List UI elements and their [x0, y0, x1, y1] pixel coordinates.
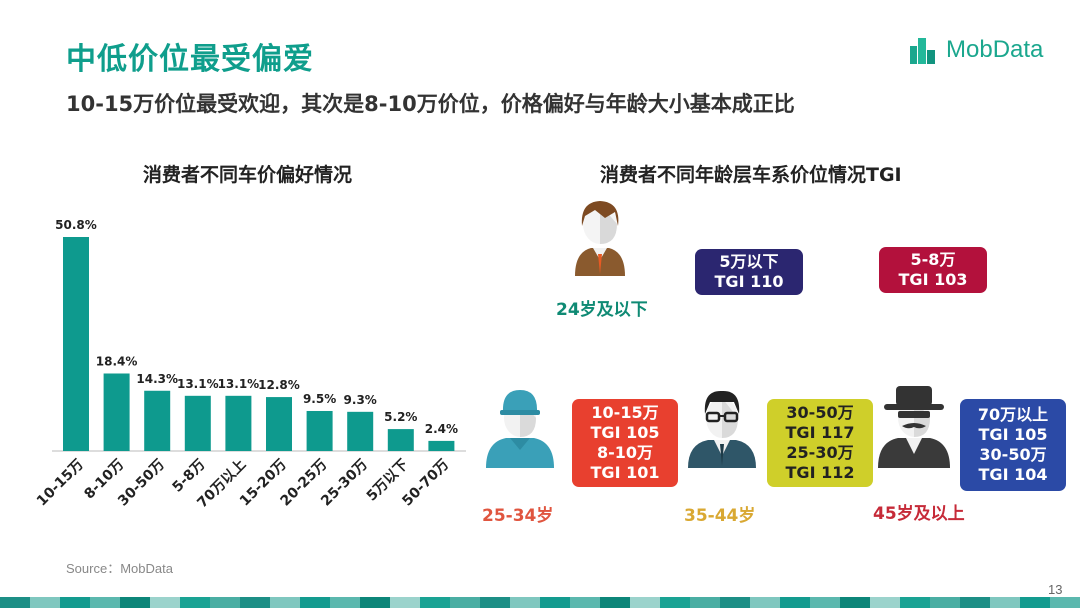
bar-value-label: 18.4%: [96, 354, 138, 368]
footer-bar-segment: [600, 597, 630, 608]
footer-bar-segment: [1020, 597, 1050, 608]
footer-bar-segment: [780, 597, 810, 608]
footer-bar-segment: [180, 597, 210, 608]
footer-bar-segment: [30, 597, 60, 608]
footer-bar-segment: [420, 597, 450, 608]
tgi-box-line: TGI 103: [898, 270, 968, 289]
footer-bar-segment: [90, 597, 120, 608]
bar-5-8万: [184, 395, 211, 451]
footer-bar-segment: [120, 597, 150, 608]
footer-bar-segment: [990, 597, 1020, 608]
x-tick-label: 10-15万: [34, 457, 87, 510]
page-title: 中低价位最受偏爱: [66, 42, 314, 77]
tgi-box-line: 70万以上: [977, 405, 1049, 424]
footer-bar-segment: [660, 597, 690, 608]
bar-70万以上: [225, 395, 252, 451]
footer-bar-segment: [390, 597, 420, 608]
bar-15-20万: [266, 397, 292, 451]
tgi-box-line: TGI 117: [785, 423, 855, 442]
tgi-box-line: 25-30万: [786, 443, 854, 462]
footer-bar-segment: [300, 597, 330, 608]
footer-bar-segment: [900, 597, 930, 608]
footer-bar-segment: [60, 597, 90, 608]
tgi-box-45-above: 70万以上 TGI 105 30-50万 TGI 104: [960, 399, 1066, 491]
tgi-box-line: TGI 105: [590, 423, 660, 442]
age-label-25-34: 25-34岁: [482, 506, 554, 526]
footer-bar-segment: [150, 597, 180, 608]
young-person-avatar-icon: [575, 201, 625, 276]
age-label-24-and-under: 24岁及以下: [556, 300, 648, 320]
age-label-45-and-above: 45岁及以上: [873, 504, 965, 524]
tgi-box-24-under-5wan: 5万以下 TGI 110: [695, 249, 803, 295]
footer-bar-segment: [570, 597, 600, 608]
cap-wearing-person-avatar-icon: [486, 390, 554, 468]
bar-chart-title: 消费者不同车价偏好情况: [143, 164, 353, 186]
page-subtitle: 10-15万价位最受欢迎，其次是8-10万价位，价格偏好与年龄大小基本成正比: [66, 92, 795, 116]
footer-bar-segment: [720, 597, 750, 608]
tgi-box-line: 10-15万: [591, 403, 659, 422]
footer-bar-segment: [330, 597, 360, 608]
tgi-box-line: 30-50万: [979, 445, 1047, 464]
footer-bar-segment: [630, 597, 660, 608]
x-tick-label: 5-8万: [170, 457, 209, 496]
footer-decorative-bar: [0, 597, 1080, 608]
bar-20-25万: [306, 410, 333, 451]
tgi-box-line: TGI 101: [590, 463, 660, 482]
tgi-box-line: TGI 112: [785, 463, 855, 482]
footer-bar-segment: [810, 597, 840, 608]
bar-value-label: 9.3%: [344, 393, 377, 407]
bar-value-label: 14.3%: [136, 372, 178, 386]
source-note: Source：MobData: [66, 561, 173, 576]
bar-value-label: 9.5%: [303, 392, 336, 406]
tgi-box-25-34: 10-15万 TGI 105 8-10万 TGI 101: [572, 399, 678, 487]
footer-bar-segment: [540, 597, 570, 608]
footer-bar-segment: [510, 597, 540, 608]
footer-bar-segment: [270, 597, 300, 608]
footer-bar-segment: [840, 597, 870, 608]
hat-mustache-person-avatar-icon: [878, 386, 950, 468]
tgi-box-35-44: 30-50万 TGI 117 25-30万 TGI 112: [767, 399, 873, 487]
footer-bar-segment: [1050, 597, 1080, 608]
footer-bar-segment: [450, 597, 480, 608]
footer-bar-segment: [690, 597, 720, 608]
bar-value-label: 2.4%: [425, 422, 458, 436]
footer-bar-segment: [930, 597, 960, 608]
mobdata-logo: MobData: [908, 36, 1068, 66]
bar-5万以下: [387, 429, 414, 451]
logo-text: MobData: [946, 36, 1044, 63]
footer-bar-segment: [480, 597, 510, 608]
tgi-box-24-5-8wan: 5-8万 TGI 103: [879, 247, 987, 293]
footer-bar-segment: [360, 597, 390, 608]
bar-value-label: 13.1%: [177, 377, 219, 391]
glasses-person-avatar-icon: [688, 390, 756, 468]
footer-bar-segment: [870, 597, 900, 608]
footer-bar-segment: [960, 597, 990, 608]
bar-8-10万: [103, 373, 130, 451]
tgi-box-line: TGI 104: [978, 465, 1048, 484]
mobdata-logo-icon: [910, 38, 935, 64]
bar-50-70万: [428, 440, 455, 451]
bar-value-label: 12.8%: [258, 378, 300, 392]
footer-bar-segment: [750, 597, 780, 608]
tgi-box-line: TGI 105: [978, 425, 1048, 444]
footer-bar-segment: [240, 597, 270, 608]
tgi-box-line: 5万以下: [719, 252, 779, 271]
tgi-box-line: TGI 110: [714, 272, 784, 291]
footer-bar-segment: [0, 597, 30, 608]
tgi-box-line: 30-50万: [786, 403, 854, 422]
tgi-box-line: 8-10万: [596, 443, 654, 462]
bar-30-50万: [144, 390, 171, 451]
page-number: 13: [1048, 582, 1063, 597]
tgi-box-line: 5-8万: [910, 250, 956, 269]
bar-value-label: 13.1%: [218, 377, 260, 391]
tgi-panel-title: 消费者不同年龄层车系价位情况TGI: [600, 164, 902, 186]
bar-25-30万: [347, 411, 374, 451]
bar-value-label: 5.2%: [384, 410, 417, 424]
footer-bar-segment: [210, 597, 240, 608]
bar-value-label: 50.8%: [55, 218, 97, 232]
age-label-35-44: 35-44岁: [684, 506, 756, 526]
bar-10-15万: [63, 237, 89, 451]
